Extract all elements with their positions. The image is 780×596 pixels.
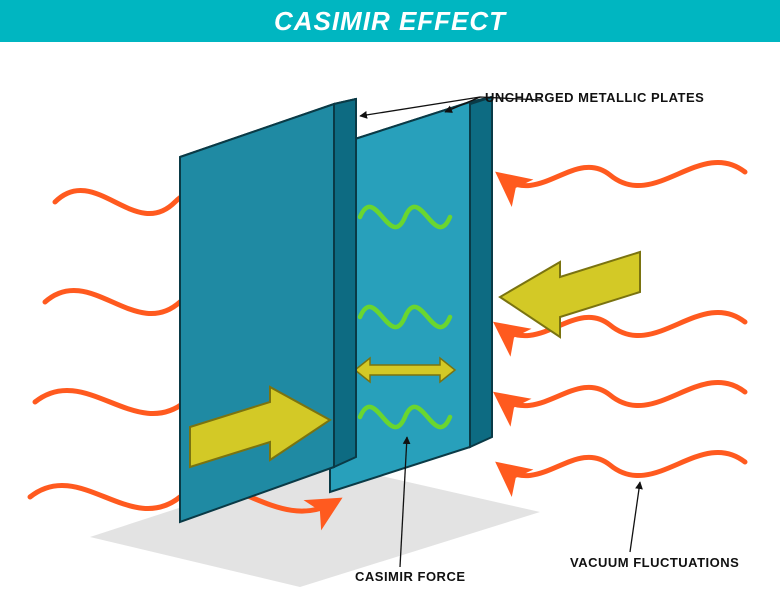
title-text: CASIMIR EFFECT — [274, 6, 506, 37]
diagram-canvas: UNCHARGED METALLIC PLATES CASIMIR FORCE … — [0, 42, 780, 596]
pressure-arrow-right — [500, 252, 640, 337]
label-force: CASIMIR FORCE — [355, 569, 466, 584]
floor-shadow — [90, 462, 540, 587]
label-vacuum: VACUUM FLUCTUATIONS — [570, 555, 739, 570]
diagram-svg — [0, 42, 780, 596]
label-plates: UNCHARGED METALLIC PLATES — [485, 90, 704, 105]
title-bar: CASIMIR EFFECT — [0, 0, 780, 42]
